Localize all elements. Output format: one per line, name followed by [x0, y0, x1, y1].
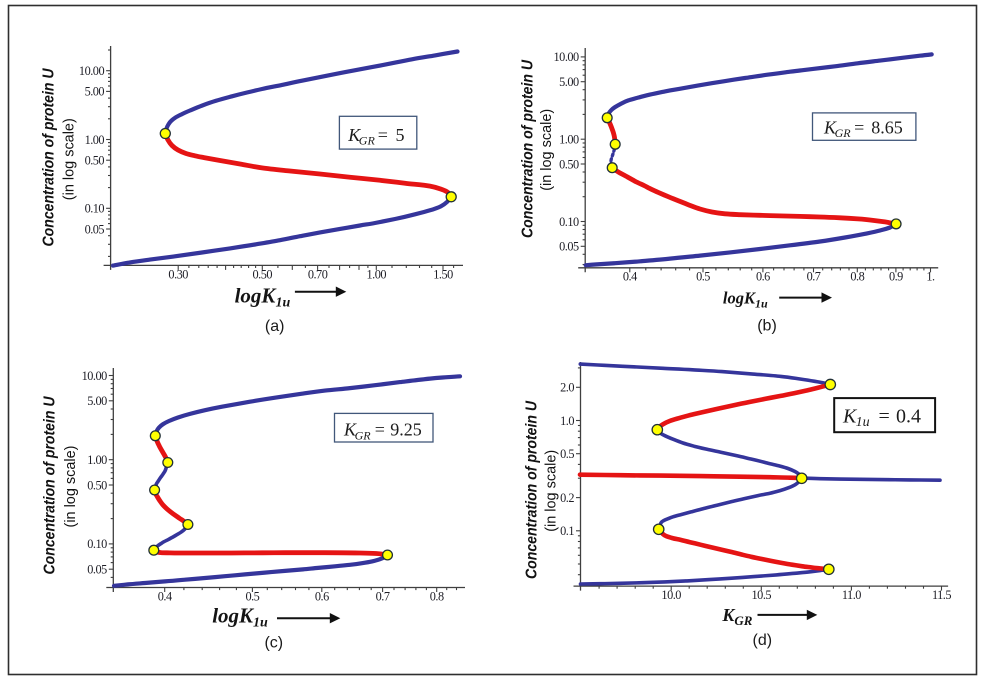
svg-text:0.9: 0.9 — [889, 270, 903, 284]
svg-text:(c): (c) — [264, 635, 283, 652]
svg-text:1.: 1. — [926, 270, 935, 284]
svg-text:11.5: 11.5 — [932, 588, 951, 602]
svg-text:(d): (d) — [753, 632, 773, 649]
svg-text:0.6: 0.6 — [315, 589, 329, 603]
svg-text:0.10: 0.10 — [87, 537, 107, 551]
svg-text:1.00: 1.00 — [367, 267, 387, 281]
svg-text:0.10: 0.10 — [85, 202, 105, 216]
svg-text:0.1: 0.1 — [560, 524, 574, 538]
svg-text:0.5: 0.5 — [560, 447, 574, 461]
svg-text:(in log scale): (in log scale) — [538, 109, 555, 191]
svg-text:(in log scale): (in log scale) — [543, 450, 560, 532]
svg-text:0.30: 0.30 — [168, 267, 188, 281]
svg-text:Concentration of protein U: Concentration of protein U — [519, 60, 536, 238]
svg-text:0.05: 0.05 — [87, 563, 107, 577]
svg-text:K1u=0.4: K1u = 0.4 — [842, 406, 921, 431]
svg-text:1.00: 1.00 — [85, 133, 105, 147]
svg-text:1.00: 1.00 — [559, 133, 579, 147]
svg-text:0.05: 0.05 — [559, 240, 579, 254]
svg-text:0.50: 0.50 — [87, 478, 107, 492]
svg-text:(in log scale): (in log scale) — [60, 118, 77, 200]
svg-text:(b): (b) — [757, 318, 777, 335]
svg-text:0.2: 0.2 — [560, 491, 574, 505]
svg-text:0.05: 0.05 — [85, 222, 105, 236]
svg-text:10.00: 10.00 — [79, 64, 105, 78]
svg-text:0.10: 0.10 — [559, 215, 579, 229]
svg-text:(a): (a) — [265, 318, 285, 335]
svg-text:(in log scale): (in log scale) — [62, 446, 79, 528]
svg-text:KGR=5: KGR = 5 — [347, 125, 404, 148]
svg-text:11.0: 11.0 — [842, 588, 861, 602]
svg-text:10.00: 10.00 — [554, 50, 580, 64]
svg-text:1.00: 1.00 — [87, 453, 107, 467]
svg-text:0.70: 0.70 — [308, 267, 328, 281]
svg-text:Concentration of protein U: Concentration of protein U — [41, 68, 58, 246]
svg-text:1.50: 1.50 — [433, 267, 453, 281]
svg-text:5.00: 5.00 — [85, 85, 105, 99]
svg-text:1.0: 1.0 — [560, 414, 574, 428]
svg-text:0.7: 0.7 — [376, 589, 390, 603]
svg-text:Concentration of protein U: Concentration of protein U — [42, 396, 59, 574]
svg-text:0.50: 0.50 — [253, 267, 273, 281]
svg-text:5.00: 5.00 — [87, 394, 107, 408]
svg-text:0.6: 0.6 — [756, 270, 770, 284]
svg-text:0.5: 0.5 — [245, 589, 259, 603]
svg-text:Concentration of protein U: Concentration of protein U — [523, 401, 540, 579]
svg-text:0.5: 0.5 — [696, 270, 710, 284]
svg-text:KGR=9.25: KGR = 9.25 — [343, 420, 422, 443]
svg-text:0.50: 0.50 — [559, 157, 579, 171]
svg-text:0.8: 0.8 — [430, 589, 444, 603]
svg-text:0.4: 0.4 — [623, 270, 637, 284]
svg-text:KGR=8.65: KGR = 8.65 — [823, 118, 903, 141]
svg-text:2.0: 2.0 — [560, 381, 574, 395]
svg-text:10.0: 10.0 — [661, 588, 681, 602]
svg-text:0.7: 0.7 — [807, 270, 821, 284]
svg-text:0.50: 0.50 — [85, 154, 105, 168]
svg-text:10.00: 10.00 — [82, 369, 108, 383]
svg-text:10.5: 10.5 — [752, 588, 772, 602]
svg-text:0.4: 0.4 — [158, 589, 172, 603]
svg-text:5.00: 5.00 — [559, 75, 579, 89]
svg-text:0.8: 0.8 — [850, 270, 864, 284]
svg-text:logK1u: logK1u — [235, 283, 291, 310]
